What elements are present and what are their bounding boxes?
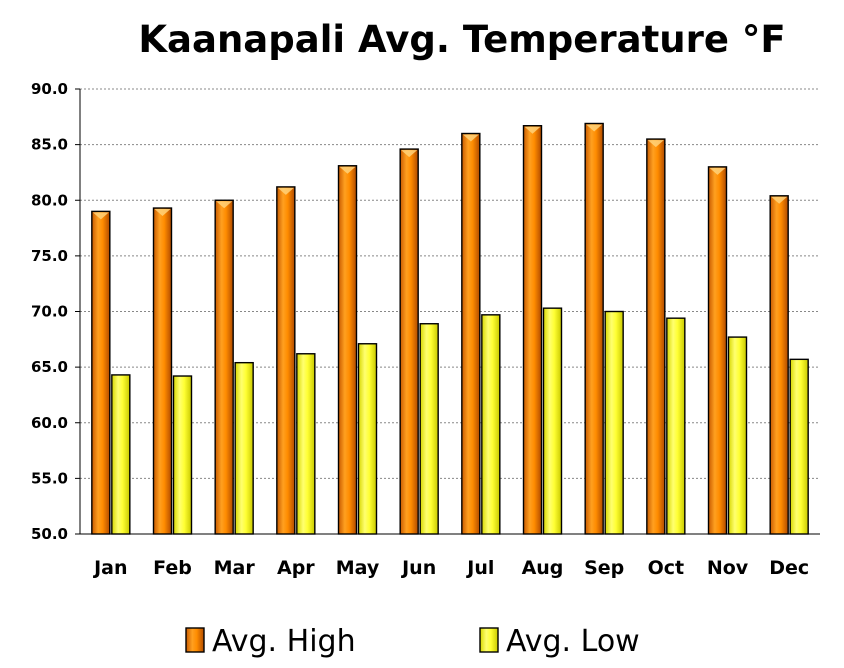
bar-avg-low <box>296 353 316 535</box>
x-tick-label: Mar <box>214 557 256 579</box>
bar-avg-high <box>276 186 296 535</box>
bar-avg-high <box>646 138 666 535</box>
bar-avg-low <box>666 317 686 535</box>
bar-cap-highlight <box>586 124 603 132</box>
y-tick-label: 50.0 <box>31 525 68 543</box>
bar-avg-high <box>152 207 173 535</box>
y-tick-label: 90.0 <box>31 80 68 98</box>
legend-label-low: Avg. Low <box>506 624 640 659</box>
bar-cap-highlight <box>154 209 171 217</box>
y-tick-label: 60.0 <box>31 414 68 432</box>
x-tick-label: Jun <box>400 557 436 579</box>
x-tick-label: Jul <box>465 557 494 579</box>
bar-avg-low <box>789 358 809 535</box>
bar-avg-high <box>707 166 728 535</box>
x-tick-label: Dec <box>769 557 809 579</box>
x-tick-label: Sep <box>584 557 624 579</box>
chart-title: Kaanapali Avg. Temperature °F <box>138 18 786 61</box>
bar-cap-highlight <box>771 196 788 204</box>
bar-avg-low <box>419 323 439 535</box>
bar-avg-low <box>111 374 131 535</box>
legend-swatch-high <box>185 627 205 653</box>
legend-label-high: Avg. High <box>212 624 356 659</box>
x-tick-label: Nov <box>707 557 749 579</box>
bar-cap-highlight <box>216 201 233 209</box>
grid-lines <box>80 88 820 479</box>
bar-avg-low <box>604 310 624 535</box>
bar-cap-highlight <box>339 166 356 174</box>
y-tick-label: 55.0 <box>31 469 68 487</box>
x-tick-label: May <box>336 557 380 579</box>
y-tick-label: 70.0 <box>31 303 68 321</box>
x-tick-label: Aug <box>522 557 564 579</box>
bar-avg-high <box>337 165 358 535</box>
bar-avg-high <box>91 210 111 535</box>
bar-cap-highlight <box>462 134 479 142</box>
y-tick-label: 80.0 <box>31 191 68 209</box>
y-tick-label: 65.0 <box>31 358 68 376</box>
y-tick-label: 85.0 <box>31 136 68 154</box>
bar-avg-low <box>727 336 748 535</box>
x-tick-label: Feb <box>153 557 192 579</box>
x-tick-label: Apr <box>277 557 315 579</box>
bar-avg-low <box>542 307 563 535</box>
x-tick-label: Jan <box>92 557 127 579</box>
bar-cap-highlight <box>401 150 418 158</box>
x-tick-labels: Jan Feb Mar Apr May Jun Jul Aug Sep Oct Nov Dec <box>92 557 809 579</box>
bar-cap-highlight <box>647 140 664 148</box>
y-tick-labels: 50.0 55.0 60.0 65.0 70.0 75.0 80.0 85.0 90.0 <box>31 80 68 543</box>
bar-avg-low <box>481 314 501 535</box>
bar-cap-highlight <box>277 187 294 195</box>
bar-avg-low <box>234 361 254 535</box>
bar-cap-highlight <box>524 126 541 134</box>
bars <box>91 122 809 535</box>
bar-avg-high <box>584 122 604 535</box>
bar-avg-high <box>769 195 789 535</box>
y-tick-label: 75.0 <box>31 247 68 265</box>
legend-swatch-low <box>479 627 499 653</box>
legend: Avg. High Avg. Low <box>185 624 640 659</box>
bar-avg-high <box>461 132 481 535</box>
bar-avg-low <box>357 343 378 535</box>
bar-cap-highlight <box>709 167 726 175</box>
bar-avg-high <box>214 199 234 535</box>
axes <box>75 88 820 535</box>
x-tick-label: Oct <box>648 557 685 579</box>
bar-avg-low <box>172 375 193 535</box>
bar-avg-high <box>399 148 419 535</box>
bar-avg-high <box>522 125 543 535</box>
bar-cap-highlight <box>92 212 109 220</box>
